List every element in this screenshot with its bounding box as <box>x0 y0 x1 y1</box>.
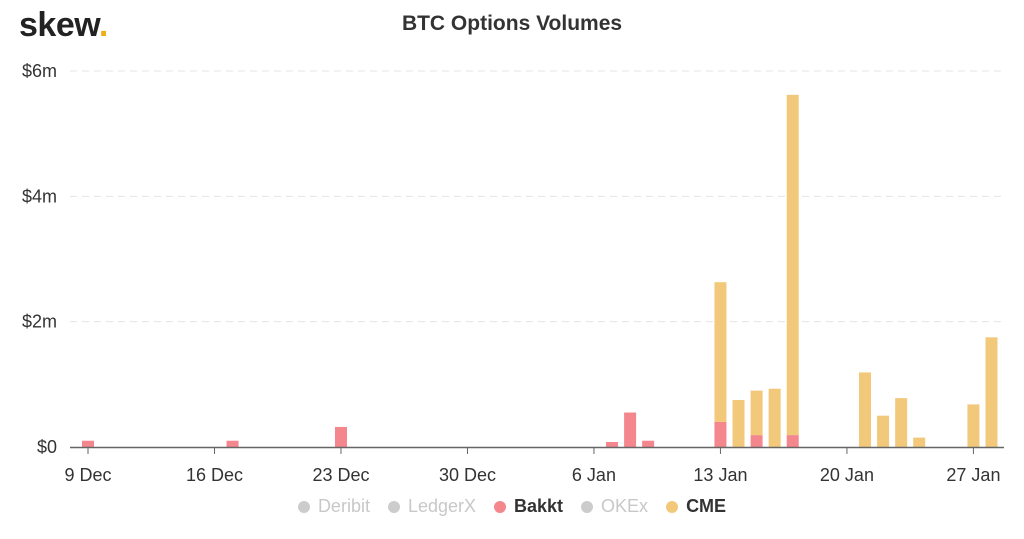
bar-bakkt[interactable] <box>606 441 619 447</box>
bar-chart: $0 $2m $4m $6m 9 Dec 16 Dec 23 Dec 30 Dec 6 Jan 1… <box>22 61 1004 485</box>
x-tick-label: 20 Jan <box>820 465 874 485</box>
legend: Deribit LedgerX Bakkt OKEx CME <box>0 496 1024 517</box>
bar-bakkt[interactable] <box>226 440 239 447</box>
x-tick-label: 6 Jan <box>572 465 616 485</box>
chart-title: BTC Options Volumes <box>401 12 623 35</box>
bar-cme[interactable] <box>967 404 980 447</box>
bar-cme[interactable] <box>895 398 908 447</box>
legend-label: OKEx <box>601 496 649 516</box>
legend-marker-icon <box>387 500 400 513</box>
bar-bakkt[interactable] <box>642 440 655 447</box>
legend-label: Bakkt <box>514 496 564 516</box>
logo-text: skew <box>19 6 99 44</box>
bar-cme[interactable] <box>732 400 745 447</box>
y-tick-label: $4m <box>22 186 57 206</box>
legend-label: LedgerX <box>407 496 477 516</box>
legend-item-okex[interactable]: OKEx <box>581 496 648 517</box>
bar-cme[interactable] <box>913 437 926 447</box>
bar-bakkt[interactable] <box>624 412 637 447</box>
legend-label: CME <box>686 496 727 516</box>
legend-label: Deribit <box>317 496 370 516</box>
legend-marker-icon <box>494 500 507 513</box>
bar-cme[interactable] <box>786 94 799 436</box>
legend-marker-icon <box>666 500 679 513</box>
bar-cme[interactable] <box>750 390 763 436</box>
legend-marker-icon <box>297 500 310 513</box>
legend-item-bakkt[interactable]: Bakkt <box>494 496 563 517</box>
bar-bakkt[interactable] <box>714 421 727 447</box>
bar-bakkt[interactable] <box>334 426 347 447</box>
x-tick-label: 27 Jan <box>946 465 1000 485</box>
x-tick-label: 16 Dec <box>186 465 243 485</box>
bar-cme[interactable] <box>877 415 890 447</box>
bar-cme[interactable] <box>768 388 781 447</box>
x-tick-label: 30 Dec <box>439 465 496 485</box>
bar-bakkt[interactable] <box>750 435 763 447</box>
axes: $0 $2m $4m $6m 9 Dec 16 Dec 23 Dec 30 Dec 6 Jan 1… <box>22 61 1004 485</box>
bar-bakkt[interactable] <box>786 435 799 447</box>
legend-item-ledgerx[interactable]: LedgerX <box>387 496 477 517</box>
legend-item-deribit[interactable]: Deribit <box>297 496 370 517</box>
y-tick-label: $2m <box>22 312 57 332</box>
logo-dot: . <box>98 6 108 44</box>
legend-marker-icon <box>581 500 594 513</box>
bars <box>82 94 998 447</box>
y-tick-label: $0 <box>37 437 57 457</box>
bar-bakkt[interactable] <box>82 440 94 447</box>
bar-cme[interactable] <box>985 337 998 447</box>
bar-cme[interactable] <box>859 372 872 447</box>
x-tick-label: 23 Dec <box>312 465 369 485</box>
y-tick-label: $6m <box>22 61 57 81</box>
x-tick-label: 13 Jan <box>693 465 747 485</box>
x-tick-label: 9 Dec <box>64 465 111 485</box>
legend-item-cme[interactable]: CME <box>666 496 726 517</box>
bar-cme[interactable] <box>714 282 727 422</box>
skew-logo: skew. <box>19 6 108 45</box>
gridlines <box>70 70 1004 323</box>
